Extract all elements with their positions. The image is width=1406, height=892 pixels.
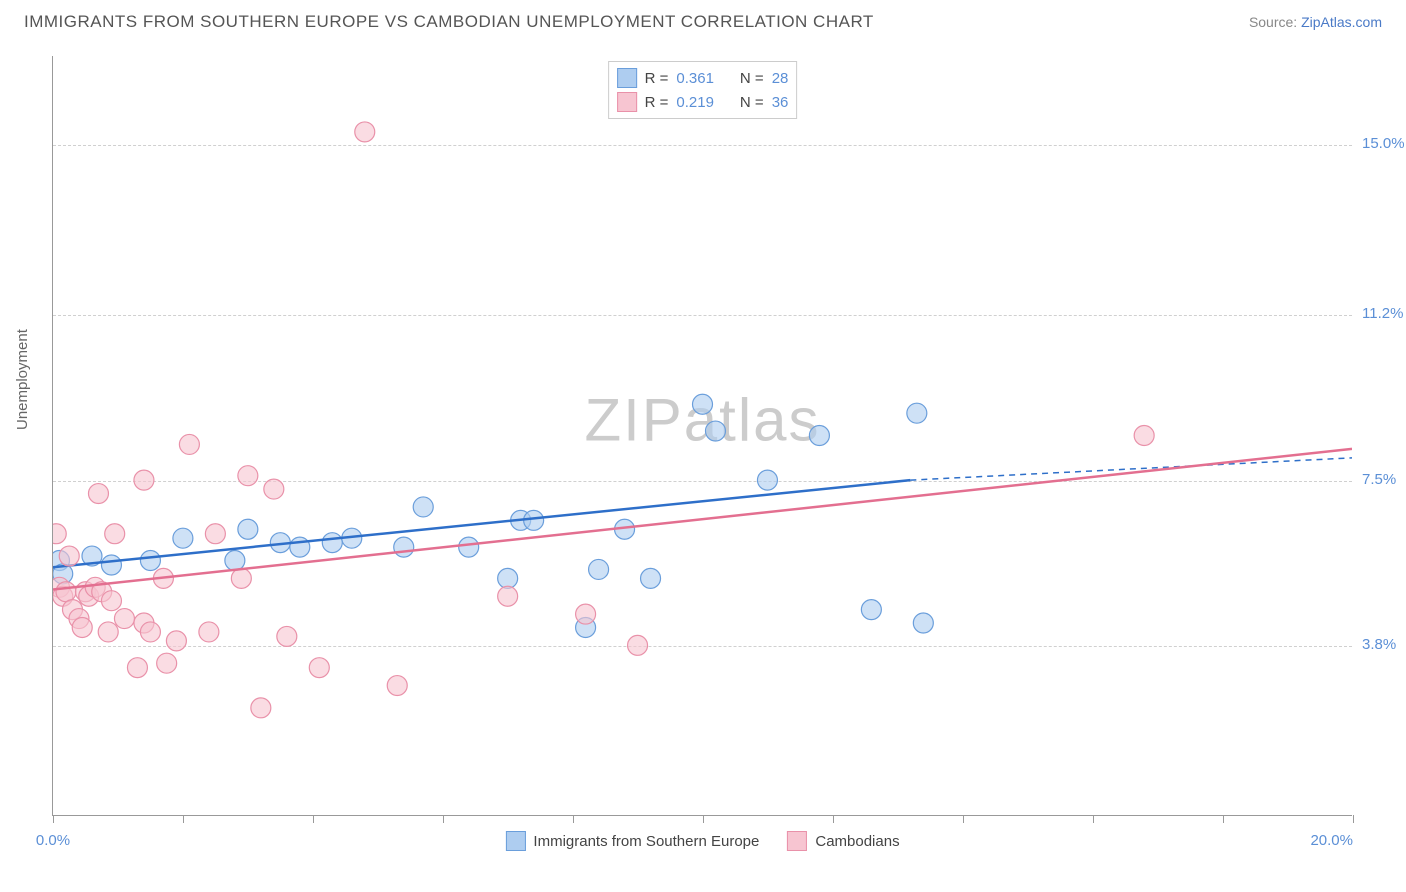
x-tick bbox=[703, 815, 704, 823]
data-point bbox=[1134, 426, 1154, 446]
source-link[interactable]: ZipAtlas.com bbox=[1301, 14, 1382, 30]
data-point bbox=[179, 434, 199, 454]
data-point bbox=[861, 600, 881, 620]
data-point bbox=[355, 122, 375, 142]
trend-line-extrapolated bbox=[910, 458, 1352, 480]
data-point bbox=[322, 533, 342, 553]
data-point bbox=[264, 479, 284, 499]
data-point bbox=[157, 653, 177, 673]
data-point bbox=[231, 568, 251, 588]
n-label: N = bbox=[740, 94, 764, 111]
data-point bbox=[641, 568, 661, 588]
data-point bbox=[53, 524, 66, 544]
data-point bbox=[105, 524, 125, 544]
n-value-1: 28 bbox=[772, 70, 789, 87]
x-tick bbox=[443, 815, 444, 823]
data-point bbox=[98, 622, 118, 642]
x-tick bbox=[1223, 815, 1224, 823]
y-tick-label: 11.2% bbox=[1362, 305, 1406, 322]
data-point bbox=[134, 470, 154, 490]
data-point bbox=[101, 591, 121, 611]
legend-item-southern-europe: Immigrants from Southern Europe bbox=[505, 831, 759, 851]
data-point bbox=[56, 582, 76, 602]
data-point bbox=[413, 497, 433, 517]
data-point bbox=[173, 528, 193, 548]
data-point bbox=[309, 658, 329, 678]
data-point bbox=[114, 609, 134, 629]
x-tick bbox=[963, 815, 964, 823]
x-tick-label: 20.0% bbox=[1310, 832, 1353, 849]
data-point bbox=[589, 559, 609, 579]
data-point bbox=[498, 568, 518, 588]
r-value-2: 0.219 bbox=[676, 94, 714, 111]
legend-row-series-2: R = 0.219 N = 36 bbox=[617, 90, 789, 114]
x-tick-label: 0.0% bbox=[36, 832, 70, 849]
data-point bbox=[387, 676, 407, 696]
correlation-legend: R = 0.361 N = 28 R = 0.219 N = 36 bbox=[608, 61, 798, 119]
data-point bbox=[394, 537, 414, 557]
data-point bbox=[628, 635, 648, 655]
data-point bbox=[140, 622, 160, 642]
data-point bbox=[205, 524, 225, 544]
y-tick-label: 3.8% bbox=[1362, 636, 1406, 653]
data-point bbox=[290, 537, 310, 557]
n-label: N = bbox=[740, 70, 764, 87]
x-tick bbox=[1353, 815, 1354, 823]
swatch-pink bbox=[617, 92, 637, 112]
data-point bbox=[705, 421, 725, 441]
data-point bbox=[238, 519, 258, 539]
x-tick bbox=[833, 815, 834, 823]
chart-area: ZIPatlas R = 0.361 N = 28 R = 0.219 N = … bbox=[52, 56, 1352, 816]
legend-row-series-1: R = 0.361 N = 28 bbox=[617, 66, 789, 90]
r-label: R = bbox=[645, 94, 669, 111]
data-point bbox=[140, 551, 160, 571]
trend-line bbox=[53, 480, 910, 567]
data-point bbox=[809, 426, 829, 446]
data-point bbox=[127, 658, 147, 678]
source-attribution: Source: ZipAtlas.com bbox=[1249, 14, 1382, 30]
data-point bbox=[72, 617, 92, 637]
data-point bbox=[459, 537, 479, 557]
data-point bbox=[576, 604, 596, 624]
data-point bbox=[88, 484, 108, 504]
data-point bbox=[907, 403, 927, 423]
r-value-1: 0.361 bbox=[676, 70, 714, 87]
legend-label-2: Cambodians bbox=[815, 833, 899, 850]
data-point bbox=[913, 613, 933, 633]
swatch-blue bbox=[505, 831, 525, 851]
legend-label-1: Immigrants from Southern Europe bbox=[533, 833, 759, 850]
y-tick-label: 7.5% bbox=[1362, 471, 1406, 488]
swatch-pink bbox=[787, 831, 807, 851]
swatch-blue bbox=[617, 68, 637, 88]
y-tick-label: 15.0% bbox=[1362, 135, 1406, 152]
x-tick bbox=[53, 815, 54, 823]
data-point bbox=[166, 631, 186, 651]
x-tick bbox=[1093, 815, 1094, 823]
n-value-2: 36 bbox=[772, 94, 789, 111]
data-point bbox=[693, 394, 713, 414]
x-tick bbox=[183, 815, 184, 823]
data-point bbox=[101, 555, 121, 575]
data-point bbox=[277, 626, 297, 646]
data-point bbox=[238, 466, 258, 486]
data-point bbox=[59, 546, 79, 566]
x-tick bbox=[313, 815, 314, 823]
r-label: R = bbox=[645, 70, 669, 87]
data-point bbox=[498, 586, 518, 606]
chart-title: IMMIGRANTS FROM SOUTHERN EUROPE VS CAMBO… bbox=[24, 12, 874, 32]
data-point bbox=[199, 622, 219, 642]
source-prefix: Source: bbox=[1249, 14, 1301, 30]
data-point bbox=[757, 470, 777, 490]
header: IMMIGRANTS FROM SOUTHERN EUROPE VS CAMBO… bbox=[0, 0, 1406, 40]
scatter-plot-svg bbox=[53, 56, 1352, 815]
y-axis-label: Unemployment bbox=[14, 329, 31, 430]
data-point bbox=[251, 698, 271, 718]
x-tick bbox=[573, 815, 574, 823]
data-point bbox=[225, 551, 245, 571]
series-legend: Immigrants from Southern Europe Cambodia… bbox=[505, 831, 899, 851]
legend-item-cambodians: Cambodians bbox=[787, 831, 899, 851]
